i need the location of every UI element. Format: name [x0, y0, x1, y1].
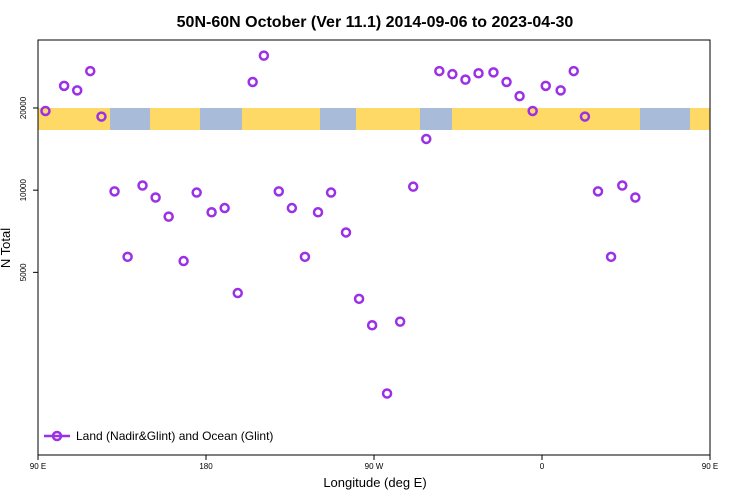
data-point-2 [71, 85, 83, 96]
data-point-16 [258, 50, 270, 61]
y-tick-label-2: 20000 [19, 96, 28, 119]
data-point-4 [96, 111, 107, 122]
data-point-44 [630, 192, 641, 203]
data-point-20 [312, 207, 324, 218]
x-axis-label: Longitude (deg E) [323, 475, 426, 490]
data-point-36 [527, 105, 538, 117]
data-point-9 [163, 211, 174, 222]
data-point-19 [299, 251, 311, 263]
data-point-22 [340, 227, 352, 238]
data-point-41 [592, 186, 604, 197]
x-tick-label-1: 180 [199, 462, 213, 471]
data-point-32 [473, 68, 484, 79]
data-point-11 [191, 187, 202, 198]
legend: Land (Nadir&Glint) and Ocean (Glint) [44, 429, 273, 443]
map-land-3 [356, 108, 420, 130]
data-point-1 [58, 80, 70, 92]
data-point-18 [286, 202, 298, 214]
data-point-17 [273, 186, 285, 197]
data-point-33 [488, 67, 499, 78]
data-point-27 [407, 181, 419, 192]
chart-title: 50N-60N October (Ver 11.1) 2014-09-06 to… [177, 14, 574, 31]
map-land-0 [38, 108, 110, 130]
data-point-37 [540, 80, 551, 92]
map-land-1 [150, 108, 200, 130]
data-point-40 [579, 111, 591, 122]
data-point-39 [568, 65, 579, 77]
data-point-15 [247, 76, 258, 88]
data-point-25 [381, 388, 393, 399]
y-tick-label-0: 5000 [19, 263, 28, 281]
map-land-2 [242, 108, 320, 130]
data-point-6 [122, 251, 133, 263]
data-point-24 [366, 320, 378, 331]
data-point-34 [501, 76, 512, 88]
y-axis: 5000 10000 20000 [19, 96, 38, 281]
data-point-7 [137, 180, 148, 191]
data-point-43 [617, 180, 628, 191]
data-points [40, 50, 641, 399]
data-point-5 [109, 186, 120, 197]
data-point-38 [555, 85, 566, 96]
data-point-13 [219, 202, 230, 214]
data-point-21 [325, 187, 337, 198]
x-tick-label-0: 90 E [30, 462, 46, 471]
legend-label: Land (Nadir&Glint) and Ocean (Glint) [76, 429, 273, 443]
plot-frame [37, 39, 711, 456]
data-point-12 [206, 207, 217, 218]
data-point-10 [178, 255, 189, 267]
x-axis: 90 E 180 90 W 0 90 E [30, 455, 718, 471]
data-point-14 [232, 287, 243, 299]
data-point-28 [421, 133, 432, 145]
data-point-8 [150, 192, 161, 203]
map-strip [38, 108, 710, 130]
y-tick-label-1: 10000 [19, 178, 28, 201]
data-point-29 [434, 65, 445, 77]
legend-marker [51, 430, 63, 442]
x-tick-label-3: 0 [540, 462, 545, 471]
data-point-3 [85, 65, 96, 77]
data-point-26 [394, 316, 406, 327]
map-land-5 [690, 108, 710, 130]
y-axis-label: N Total [0, 228, 13, 268]
x-tick-label-4: 90 E [702, 462, 718, 471]
data-point-31 [460, 74, 471, 85]
data-point-30 [447, 68, 458, 80]
data-point-35 [514, 90, 525, 102]
x-tick-label-2: 90 W [365, 462, 384, 471]
data-point-23 [353, 293, 365, 305]
data-point-42 [605, 251, 617, 263]
map-land-4 [452, 108, 640, 130]
data-point-0 [40, 105, 51, 117]
